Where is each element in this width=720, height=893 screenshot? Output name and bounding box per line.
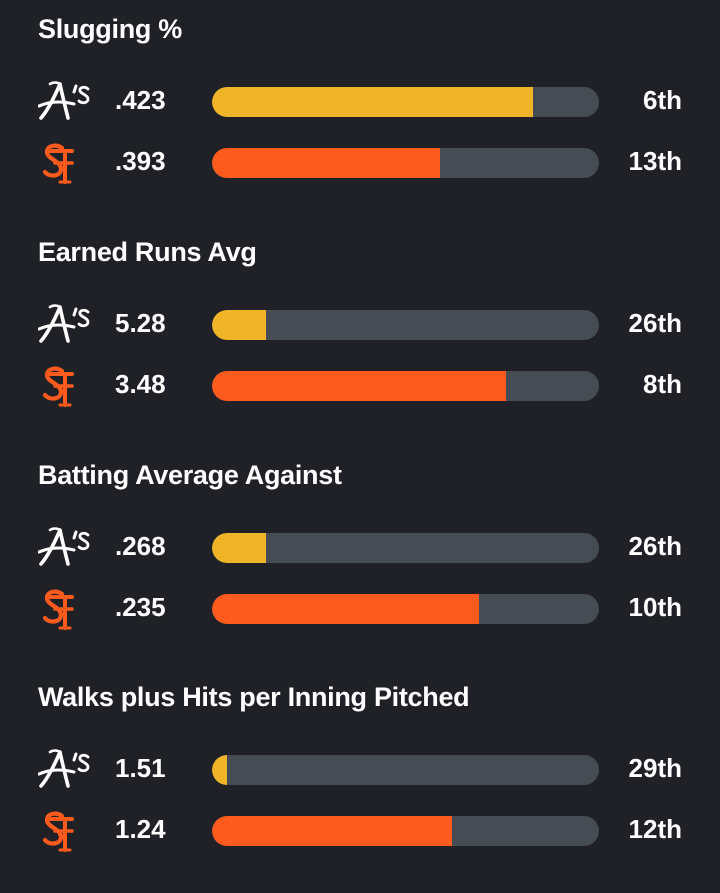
athletics-logo-icon xyxy=(37,80,94,124)
stat-bar-track xyxy=(212,533,599,563)
stat-bar-track xyxy=(212,816,599,846)
team-stat-row: .235 10th xyxy=(0,587,720,631)
stat-bar-fill xyxy=(212,816,452,846)
athletics-logo-icon xyxy=(37,526,94,570)
stat-bar-fill xyxy=(212,87,534,117)
stat-title: Batting Average Against xyxy=(38,460,342,490)
giants-logo-icon xyxy=(38,809,94,853)
team-stat-row: 5.28 26th xyxy=(0,303,720,347)
stat-bar-track xyxy=(212,755,599,785)
team-stat-row: .268 26th xyxy=(0,526,720,570)
stat-value: 1.24 xyxy=(115,814,166,844)
stat-value: .423 xyxy=(115,85,166,115)
athletics-logo-icon xyxy=(37,748,94,792)
stat-bar-track xyxy=(212,371,599,401)
stat-bar-fill xyxy=(212,533,267,563)
stat-bar-fill xyxy=(212,594,480,624)
league-rank: 26th xyxy=(628,308,682,338)
team-stat-row: 1.51 29th xyxy=(0,748,720,792)
stat-bar-track xyxy=(212,148,599,178)
athletics-logo-icon xyxy=(37,303,94,347)
team-stat-row: 1.24 12th xyxy=(0,809,720,853)
league-rank: 6th xyxy=(643,85,682,115)
stat-title: Earned Runs Avg xyxy=(38,237,257,267)
giants-logo-icon xyxy=(38,141,94,185)
stat-value: .393 xyxy=(115,146,166,176)
team-stat-row: .393 13th xyxy=(0,141,720,185)
giants-logo-icon xyxy=(38,587,94,631)
team-stat-row: .423 6th xyxy=(0,80,720,124)
stat-value: 5.28 xyxy=(115,308,166,338)
stat-title: Walks plus Hits per Inning Pitched xyxy=(38,682,470,712)
stat-bar-track xyxy=(212,594,599,624)
league-rank: 10th xyxy=(628,592,682,622)
stat-value: .268 xyxy=(115,531,166,561)
stat-bar-track xyxy=(212,310,599,340)
stat-value: 1.51 xyxy=(115,753,166,783)
league-rank: 13th xyxy=(628,146,682,176)
league-rank: 26th xyxy=(628,531,682,561)
stat-bar-fill xyxy=(212,310,267,340)
stat-bar-fill xyxy=(212,148,441,178)
stat-value: 3.48 xyxy=(115,369,166,399)
stat-bar-fill xyxy=(212,371,507,401)
stat-bar-fill xyxy=(212,755,228,785)
team-stat-row: 3.48 8th xyxy=(0,364,720,408)
league-rank: 8th xyxy=(643,369,682,399)
stat-value: .235 xyxy=(115,592,166,622)
league-rank: 29th xyxy=(628,753,682,783)
giants-logo-icon xyxy=(38,364,94,408)
stat-title: Slugging % xyxy=(38,14,182,44)
league-rank: 12th xyxy=(628,814,682,844)
stat-bar-track xyxy=(212,87,599,117)
